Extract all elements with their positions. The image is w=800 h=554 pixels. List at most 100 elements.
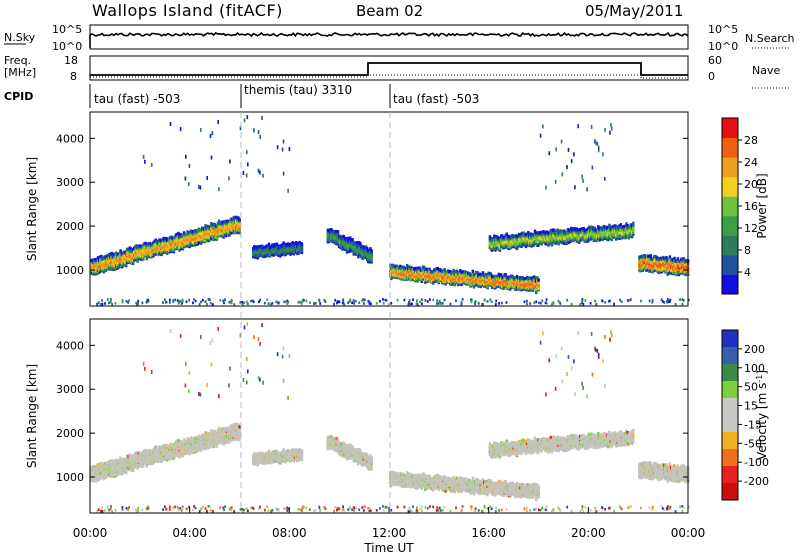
power-cell — [191, 240, 195, 244]
power-cell — [418, 269, 421, 273]
power-cell — [418, 277, 421, 281]
power-cell — [218, 219, 221, 223]
power-cell — [473, 272, 477, 277]
power-cell — [490, 274, 494, 278]
power-cell — [102, 270, 105, 274]
power-cell — [359, 242, 362, 246]
cpid-label: CPID — [4, 90, 33, 103]
power-cell — [191, 237, 195, 241]
power-cell — [96, 256, 100, 260]
power-cell — [507, 277, 511, 281]
power-cell — [490, 278, 494, 282]
power-cell — [300, 245, 304, 249]
power-cell — [452, 279, 455, 283]
power-cell — [113, 267, 117, 271]
power-cell — [435, 275, 438, 279]
power-cell — [355, 241, 359, 245]
power-cell — [443, 268, 446, 272]
power-cell — [300, 242, 304, 246]
power-cell — [346, 236, 350, 240]
power-cell — [184, 239, 187, 243]
power-cell — [125, 262, 128, 266]
station-title: Wallops Island (fitACF) — [92, 1, 283, 20]
power-cell — [348, 249, 351, 253]
power-cell — [333, 230, 336, 234]
power-cell — [158, 252, 161, 256]
power-cell — [370, 250, 373, 255]
power-cell — [500, 273, 503, 277]
power-cell — [119, 249, 122, 253]
freq-label-2: [MHz] — [4, 66, 36, 79]
power-cell — [211, 224, 214, 228]
power-cell — [473, 281, 477, 285]
power-cell — [490, 285, 494, 289]
power-cell — [104, 259, 108, 263]
power-cell — [91, 258, 94, 262]
nave-tick-60: 60 — [708, 54, 722, 67]
power-cell — [230, 228, 233, 232]
power-cell — [114, 251, 118, 255]
power-cell — [424, 280, 427, 285]
power-cell — [174, 244, 178, 248]
power-cell — [126, 252, 129, 257]
power-cell — [104, 261, 108, 265]
power-cell — [444, 282, 447, 286]
power-cell — [153, 239, 156, 243]
power-cell — [436, 266, 439, 271]
power-cell — [282, 241, 285, 245]
power-cell — [534, 276, 537, 280]
power-cell — [230, 220, 233, 224]
power-cell — [507, 284, 511, 288]
power-cell — [507, 287, 511, 291]
power-cell — [396, 266, 400, 270]
power-cell — [507, 281, 511, 285]
power-cell — [212, 236, 215, 240]
power-cell — [366, 246, 369, 251]
power-cell — [452, 276, 455, 281]
power-cell — [423, 265, 426, 269]
nsky-line — [89, 31, 689, 48]
power-cell — [211, 222, 214, 227]
power-cell — [471, 269, 475, 273]
nsky-tick-bottom-left: 10^0 — [52, 40, 82, 53]
power-cell — [464, 270, 468, 274]
power-cell — [181, 247, 185, 251]
power-cell — [268, 246, 272, 250]
power-cell — [490, 281, 494, 285]
power-cell — [449, 270, 452, 274]
power-cell — [204, 224, 207, 228]
power-cell — [267, 242, 271, 246]
power-cell — [435, 267, 438, 271]
power-cell — [135, 244, 138, 248]
power-cell — [399, 264, 402, 268]
power-cell — [425, 267, 428, 271]
power-cell — [174, 242, 178, 246]
power-cell — [228, 233, 231, 237]
power-cell — [452, 268, 455, 272]
power-cell — [285, 243, 289, 247]
power-cell — [406, 264, 409, 268]
power-cell — [497, 272, 501, 276]
beam-title: Beam 02 — [356, 2, 423, 20]
power-cell — [256, 256, 259, 260]
power-cell — [238, 228, 241, 232]
nsky-tick-top-right: 10^5 — [708, 23, 738, 36]
power-cell — [126, 247, 129, 251]
power-cell — [104, 256, 108, 260]
power-cell — [504, 273, 507, 277]
power-cell — [432, 281, 435, 285]
power-cell — [275, 242, 279, 246]
power-cell — [199, 241, 203, 245]
power-cell — [460, 282, 463, 287]
power-cell — [126, 260, 129, 264]
power-cell — [336, 232, 340, 236]
power-cell — [208, 237, 212, 242]
power-cell — [336, 230, 340, 234]
power-cell — [144, 241, 147, 245]
power-cell — [208, 231, 212, 235]
cpid-segment-3: tau (fast) -503 — [393, 92, 479, 106]
power-cell — [126, 256, 129, 260]
nsky-panel: N.Sky 10^5 10^0 10^5 10^0 N.Search — [4, 23, 795, 53]
freq-label-1: Freq. — [4, 54, 31, 67]
